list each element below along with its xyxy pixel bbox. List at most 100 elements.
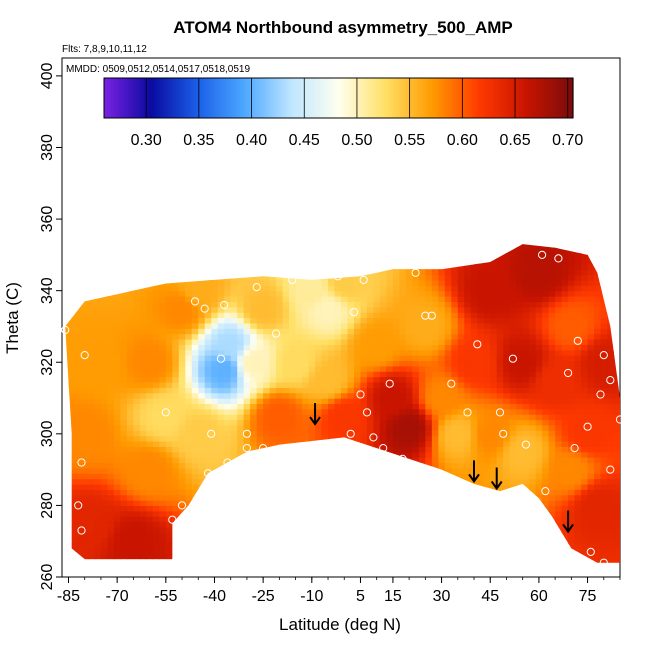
heat-cell <box>204 446 212 453</box>
heat-cell <box>126 296 134 302</box>
heat-cell <box>490 435 498 442</box>
heat-cell <box>535 521 543 528</box>
heat-cell <box>542 371 550 378</box>
heat-cell <box>353 414 362 421</box>
heat-cell <box>172 387 180 394</box>
heat-cell <box>509 360 517 367</box>
heat-cell <box>217 328 225 335</box>
heat-cell <box>185 408 193 415</box>
heat-cell <box>496 247 504 254</box>
heat-cell <box>399 269 407 276</box>
heat-cell <box>256 521 264 528</box>
heat-cell <box>412 306 420 313</box>
heat-cell <box>334 279 342 286</box>
heat-cell <box>159 360 167 367</box>
heat-cell <box>405 478 413 485</box>
heat-cell <box>568 328 576 335</box>
heat-cell <box>444 253 452 260</box>
heat-cell <box>392 306 400 313</box>
heat-cell <box>496 258 504 265</box>
heat-cell <box>503 457 511 464</box>
heat-cell <box>257 237 264 243</box>
heat-cell <box>431 435 439 442</box>
heat-cell <box>399 322 407 329</box>
heat-cell <box>406 564 413 570</box>
heat-cell <box>81 435 89 442</box>
heat-cell <box>341 269 349 276</box>
heat-cell <box>457 355 465 362</box>
heat-cell <box>68 473 76 480</box>
heat-cell <box>542 537 550 544</box>
heat-cell <box>295 247 303 254</box>
heat-cell <box>464 263 472 270</box>
heat-cell <box>315 237 322 243</box>
heat-cell <box>561 430 569 437</box>
heat-cell <box>302 532 310 539</box>
heat-cell <box>457 301 465 308</box>
heat-cell <box>555 306 563 313</box>
heat-cell <box>425 446 433 453</box>
heat-cell <box>68 376 76 383</box>
heat-cell <box>250 532 258 539</box>
heat-cell <box>139 365 147 372</box>
heat-cell <box>399 435 407 442</box>
heat-cell <box>418 392 426 399</box>
heat-cell <box>270 237 277 243</box>
heat-cell <box>139 489 147 496</box>
heat-cell <box>81 322 89 329</box>
heat-cell <box>529 244 537 249</box>
heat-cell <box>360 244 368 249</box>
heat-cell <box>295 349 303 356</box>
heat-cell <box>204 521 212 528</box>
heat-cell <box>535 317 543 324</box>
heat-cell <box>224 247 232 254</box>
heat-cell <box>191 494 199 501</box>
heat-cell <box>276 521 284 528</box>
heat-cell <box>237 285 245 292</box>
heat-cell <box>457 478 465 485</box>
heat-cell <box>522 301 530 308</box>
heat-cell <box>555 526 563 533</box>
heat-cell <box>198 564 205 570</box>
heat-cell <box>74 446 83 453</box>
heat-cell <box>503 301 511 308</box>
heat-cell <box>308 478 316 485</box>
heat-cell <box>568 296 576 302</box>
heat-cell <box>211 317 219 324</box>
heat-cell <box>509 462 517 469</box>
heat-cell <box>191 467 199 474</box>
heat-cell <box>522 371 530 378</box>
heat-cell <box>81 408 89 415</box>
heat-cell <box>237 269 245 276</box>
heat-cell <box>191 269 199 276</box>
heat-cell <box>159 500 167 507</box>
heat-cell <box>451 376 459 383</box>
heat-cell <box>100 408 109 415</box>
heat-cell <box>451 403 459 410</box>
heat-cell <box>548 446 556 453</box>
heat-cell <box>295 301 303 308</box>
heat-cell <box>113 451 121 458</box>
heat-cell <box>457 381 465 388</box>
heat-cell <box>315 548 323 555</box>
heat-cell <box>289 269 297 276</box>
heat-cell <box>379 543 388 549</box>
heat-cell <box>107 301 115 308</box>
heat-cell <box>522 435 530 442</box>
heat-cell <box>315 403 323 410</box>
heat-cell <box>237 564 244 570</box>
heat-cell <box>503 440 511 447</box>
heat-cell <box>405 247 413 254</box>
heat-cell <box>496 344 504 351</box>
heat-cell <box>302 237 309 243</box>
heat-cell <box>477 483 485 490</box>
heat-cell <box>438 322 446 329</box>
heat-cell <box>74 440 83 447</box>
heat-cell <box>198 258 206 265</box>
heat-cell <box>81 548 89 555</box>
heat-cell <box>256 274 264 281</box>
heat-cell <box>94 338 102 345</box>
heat-cell <box>334 398 342 404</box>
heat-cell <box>94 521 102 528</box>
heat-cell <box>392 263 400 270</box>
